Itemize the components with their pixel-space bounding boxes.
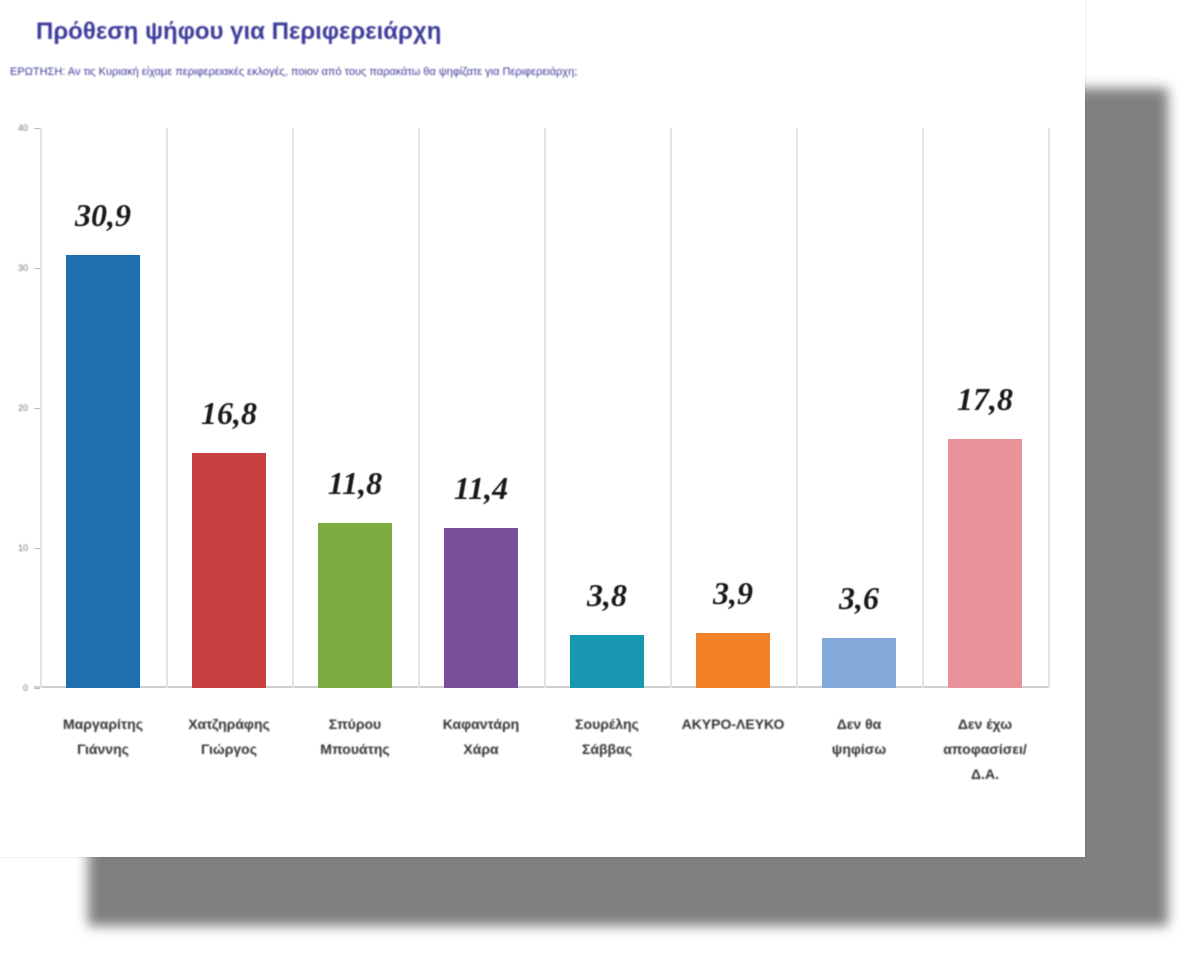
x-axis-category-label: ΑΚΥΡΟ-ΛΕΥΚΟ <box>670 712 796 737</box>
x-label-line: Δεν έχω <box>957 716 1013 732</box>
x-label-line: Σπύρου <box>328 716 382 732</box>
vertical-gridline <box>544 128 546 688</box>
x-label-line: αποφασίσει/ <box>943 741 1027 757</box>
x-label-line: Γιάννης <box>77 741 129 757</box>
y-tick-label: 10 <box>17 543 28 553</box>
chart-card: Πρόθεση ψήφου για Περιφερειάρχη ΕΡΩΤΗΣΗ:… <box>10 18 1050 787</box>
bar-value-label: 17,8 <box>957 380 1013 417</box>
bar <box>192 452 266 688</box>
y-tick-label: 0 <box>22 683 28 693</box>
x-label-line: Δεν θα <box>836 716 882 732</box>
bar <box>570 634 644 688</box>
vertical-gridline <box>166 128 168 688</box>
x-axis-category-label: Δεν έχω αποφασίσει/Δ.Α. <box>922 712 1048 787</box>
y-tick-label: 30 <box>17 263 28 273</box>
vertical-gridline <box>40 128 42 688</box>
plot-area: 0 10 20 30 40 30,9 16,8 11,8 11,4 3,8 3,9 3,6 17,8 <box>18 123 1050 693</box>
y-tick-mark <box>34 128 40 129</box>
y-tick-mark <box>34 268 40 269</box>
y-tick-mark <box>34 548 40 549</box>
vertical-gridline <box>292 128 294 688</box>
bar <box>822 637 896 688</box>
x-label-line: Χατζηράφης <box>188 716 270 732</box>
bar-value-label: 3,9 <box>713 575 753 612</box>
bar-value-label: 30,9 <box>75 197 131 234</box>
vertical-gridline <box>670 128 672 688</box>
x-label-line: Μαργαρίτης <box>63 716 143 732</box>
bar <box>444 528 518 688</box>
x-axis-category-label: Σπύρου Μπουάτης <box>292 712 418 762</box>
bar-value-label: 11,4 <box>453 470 509 507</box>
x-label-line: Δ.Α. <box>971 766 999 782</box>
y-tick-label: 20 <box>17 403 28 413</box>
x-label-line: Γιώργος <box>201 741 257 757</box>
bar <box>696 633 770 688</box>
vertical-gridline <box>922 128 924 688</box>
bar <box>948 438 1022 688</box>
x-axis-category-label: Καφαντάρη Χάρα <box>418 712 544 762</box>
x-axis-line <box>34 686 1048 688</box>
x-label-line: Χάρα <box>463 741 499 757</box>
x-label-line: ΑΚΥΡΟ-ΛΕΥΚΟ <box>681 716 785 732</box>
x-label-line: Σάββας <box>582 741 632 757</box>
y-tick-label: 40 <box>17 123 28 133</box>
vertical-gridline <box>418 128 420 688</box>
bar-value-label: 16,8 <box>201 394 257 431</box>
x-label-line: Σουρέλης <box>575 716 639 732</box>
x-axis-category-label: Χατζηράφης Γιώργος <box>166 712 292 762</box>
chart-title: Πρόθεση ψήφου για Περιφερειάρχη <box>36 18 442 45</box>
bar-value-label: 3,8 <box>587 576 627 613</box>
x-axis-category-label: Δεν θα ψηφίσω <box>796 712 922 762</box>
x-label-line: Μπουάτης <box>320 741 390 757</box>
bar-value-label: 3,6 <box>839 579 879 616</box>
bar <box>66 255 140 688</box>
chart-subtitle: ΕΡΩΤΗΣΗ: Αν τις Κυριακή είχαμε περιφερει… <box>10 66 578 78</box>
x-label-line: Καφαντάρη <box>442 716 520 732</box>
vertical-gridline <box>1048 128 1050 688</box>
bar-value-label: 11,8 <box>327 464 383 501</box>
x-label-line: ψηφίσω <box>831 741 887 757</box>
x-axis-category-label: Μαργαρίτης Γιάννης <box>40 712 166 762</box>
y-tick-mark <box>34 688 40 689</box>
x-axis-category-label: Σουρέλης Σάββας <box>544 712 670 762</box>
y-tick-mark <box>34 408 40 409</box>
bar <box>318 522 392 688</box>
vertical-gridline <box>796 128 798 688</box>
